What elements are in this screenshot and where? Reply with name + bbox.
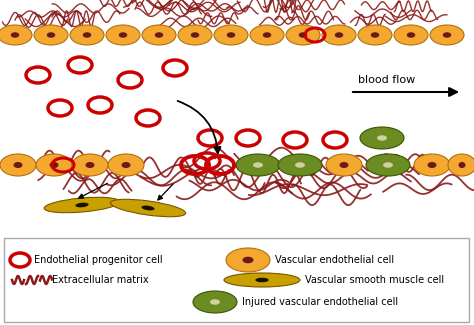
Ellipse shape	[250, 25, 284, 45]
Ellipse shape	[70, 25, 104, 45]
Ellipse shape	[13, 162, 22, 168]
Ellipse shape	[34, 25, 68, 45]
Ellipse shape	[83, 32, 91, 38]
Ellipse shape	[106, 25, 140, 45]
Ellipse shape	[214, 25, 248, 45]
Ellipse shape	[243, 257, 254, 263]
Text: Vascular endothelial cell: Vascular endothelial cell	[275, 255, 394, 265]
Ellipse shape	[255, 278, 269, 282]
Ellipse shape	[141, 206, 155, 210]
Ellipse shape	[253, 162, 263, 168]
Ellipse shape	[44, 197, 120, 213]
Ellipse shape	[236, 154, 280, 176]
Ellipse shape	[85, 162, 94, 168]
Ellipse shape	[448, 154, 474, 176]
Ellipse shape	[377, 135, 387, 141]
Ellipse shape	[443, 32, 451, 38]
Text: Vascular smooth muscle cell: Vascular smooth muscle cell	[305, 275, 444, 285]
Ellipse shape	[191, 32, 199, 38]
Ellipse shape	[36, 154, 72, 176]
Ellipse shape	[263, 32, 271, 38]
Ellipse shape	[339, 162, 348, 168]
Ellipse shape	[286, 25, 320, 45]
Ellipse shape	[0, 154, 36, 176]
Ellipse shape	[407, 32, 415, 38]
Ellipse shape	[155, 32, 163, 38]
FancyBboxPatch shape	[4, 238, 469, 322]
Ellipse shape	[428, 162, 437, 168]
Ellipse shape	[227, 32, 235, 38]
Ellipse shape	[210, 299, 220, 305]
Ellipse shape	[121, 162, 130, 168]
Ellipse shape	[295, 162, 305, 168]
Ellipse shape	[110, 199, 186, 217]
Ellipse shape	[358, 25, 392, 45]
Ellipse shape	[178, 25, 212, 45]
Text: Endothelial progenitor cell: Endothelial progenitor cell	[34, 255, 163, 265]
Text: Injured vascular endothelial cell: Injured vascular endothelial cell	[242, 297, 398, 307]
Ellipse shape	[458, 162, 465, 168]
Ellipse shape	[366, 154, 410, 176]
Ellipse shape	[193, 291, 237, 313]
Ellipse shape	[335, 32, 343, 38]
Ellipse shape	[371, 32, 379, 38]
Ellipse shape	[326, 154, 362, 176]
Ellipse shape	[108, 154, 144, 176]
Ellipse shape	[119, 32, 127, 38]
Ellipse shape	[414, 154, 450, 176]
Ellipse shape	[47, 32, 55, 38]
Ellipse shape	[224, 273, 300, 287]
Ellipse shape	[11, 32, 19, 38]
Ellipse shape	[430, 25, 464, 45]
Ellipse shape	[394, 25, 428, 45]
Ellipse shape	[360, 127, 404, 149]
Ellipse shape	[142, 25, 176, 45]
Ellipse shape	[0, 25, 32, 45]
Ellipse shape	[322, 25, 356, 45]
Ellipse shape	[75, 203, 89, 207]
Ellipse shape	[72, 154, 108, 176]
Ellipse shape	[278, 154, 322, 176]
Text: blood flow: blood flow	[358, 75, 415, 85]
Ellipse shape	[299, 32, 307, 38]
Text: Extracellular matrix: Extracellular matrix	[52, 275, 149, 285]
Ellipse shape	[226, 248, 270, 272]
Ellipse shape	[383, 162, 393, 168]
Ellipse shape	[49, 162, 58, 168]
